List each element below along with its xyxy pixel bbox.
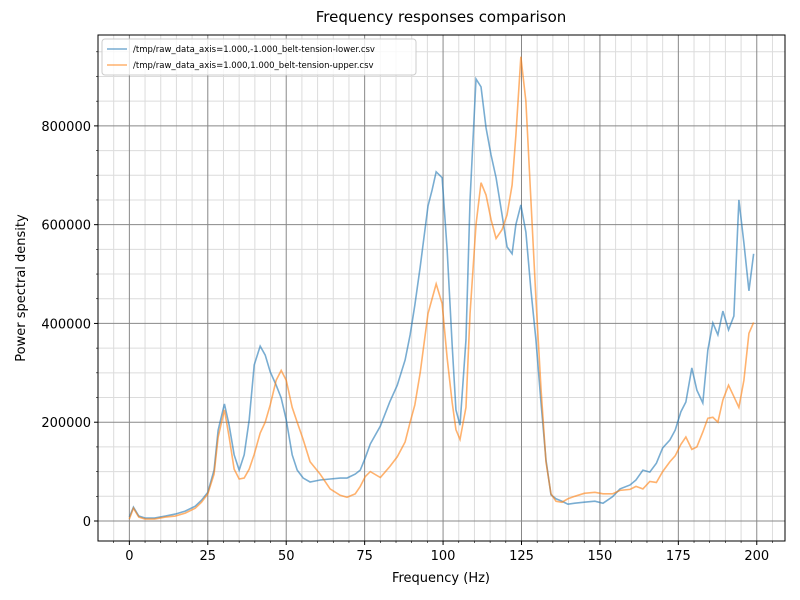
y-tick-label: 0 <box>83 515 91 530</box>
legend-label: /tmp/raw_data_axis=1.000,1.000_belt-tens… <box>133 61 374 71</box>
legend-box <box>101 38 417 76</box>
x-tick-label: 125 <box>509 549 534 564</box>
x-tick-label: 0 <box>125 549 133 564</box>
y-tick-label: 400000 <box>41 317 91 332</box>
x-tick-label: 25 <box>200 549 217 564</box>
plot-frame <box>97 34 786 542</box>
x-tick-label: 100 <box>431 549 456 564</box>
y-axis-label: Power spectral density <box>14 214 29 362</box>
x-tick-label: 75 <box>356 549 373 564</box>
x-tick-label: 200 <box>744 549 769 564</box>
x-tick-label: 150 <box>588 549 613 564</box>
series-line <box>128 56 755 520</box>
y-tick-label: 800000 <box>41 120 91 135</box>
chart-title: Frequency responses comparison <box>316 8 567 26</box>
y-tick-label: 600000 <box>41 219 91 234</box>
legend-label: /tmp/raw_data_axis=1.000,-1.000_belt-ten… <box>133 45 375 55</box>
x-tick-label: 175 <box>666 549 691 564</box>
y-tick-label: 200000 <box>41 416 91 431</box>
x-axis-label: Frequency (Hz) <box>392 571 490 586</box>
legend: /tmp/raw_data_axis=1.000,-1.000_belt-ten… <box>101 38 417 76</box>
x-tick-label: 50 <box>278 549 295 564</box>
series-line <box>128 76 755 519</box>
